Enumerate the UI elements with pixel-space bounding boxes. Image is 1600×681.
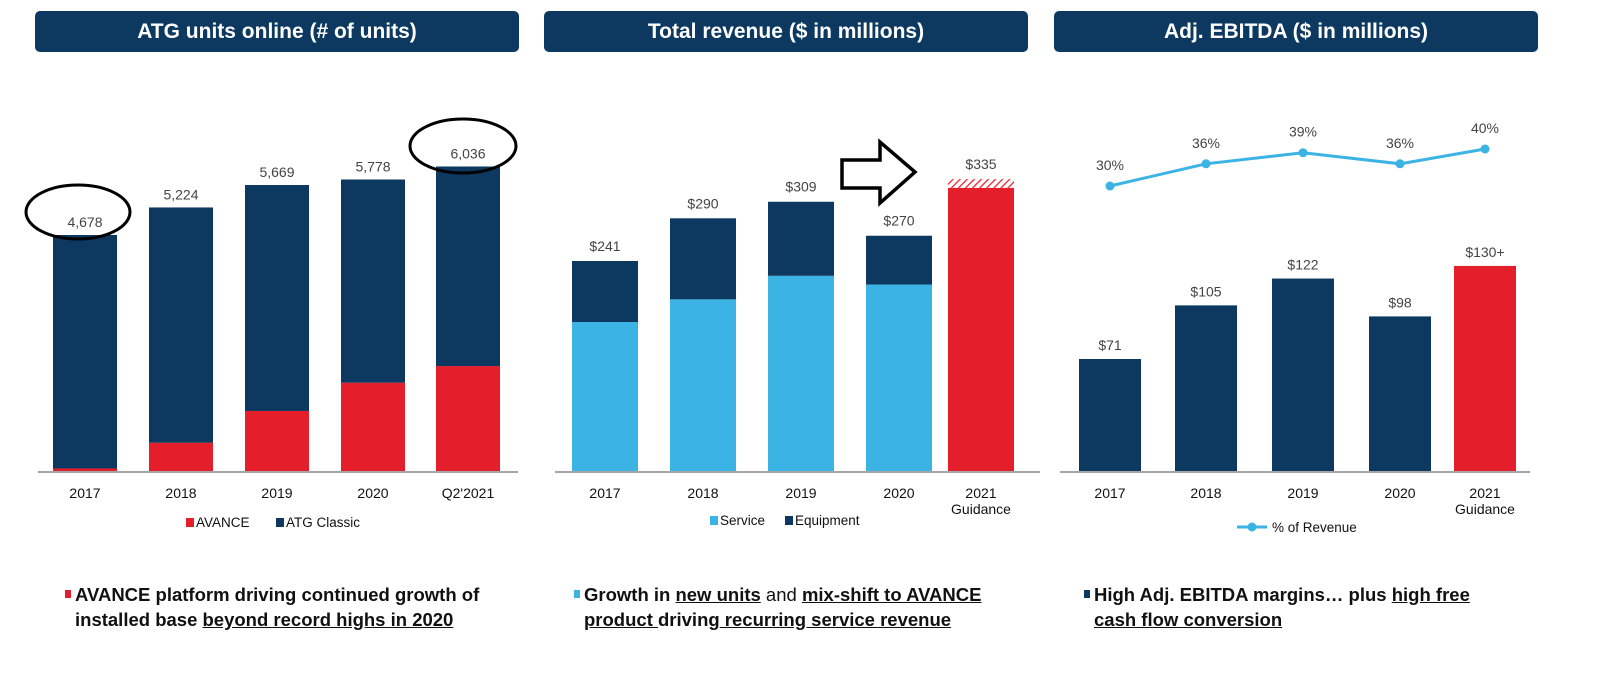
legend-swatch [276, 518, 284, 527]
x-tick-label: 2021 Guidance [951, 485, 1011, 517]
bullet-text-segment: Growth in [584, 584, 676, 605]
bullet-ebitda: High Adj. EBITDA margins… plus high free… [1054, 582, 1514, 632]
bar-equipment-2020 [866, 235, 932, 285]
legend-label: Equipment [795, 513, 860, 528]
bar-equipment-2019 [768, 201, 834, 276]
line-point [1480, 144, 1490, 154]
data-label: $241 [589, 238, 620, 254]
bar-atg-classic-Q2'2021 [436, 166, 500, 367]
bar-ebitda-2019 [1272, 278, 1334, 471]
x-tick-label: 2017 [1094, 485, 1125, 501]
data-label: $122 [1287, 257, 1318, 273]
bar-avance-2020 [341, 382, 405, 471]
bar-atg-classic-2020 [341, 179, 405, 383]
highlight-circle [24, 183, 132, 241]
legend-swatch [186, 518, 194, 527]
bar-service-2017 [572, 321, 638, 471]
bar-ebitda-2018 [1175, 305, 1237, 471]
data-label: $98 [1388, 294, 1412, 310]
bullet-text-segment: High Adj. EBITDA margins… plus [1094, 584, 1392, 605]
bar-avance-2018 [149, 442, 213, 471]
line-data-label: 39% [1289, 124, 1317, 140]
legend-label: ATG Classic [286, 515, 360, 530]
legend-marker [1247, 522, 1257, 532]
data-label: 6,036 [450, 145, 485, 161]
highlight-circle [408, 117, 518, 175]
bullet-avance: AVANCE platform driving continued growth… [35, 582, 535, 632]
bullet-text-segment: beyond record highs in 2020 [202, 609, 454, 630]
x-tick-label: 2019 [261, 485, 292, 501]
data-label: $71 [1098, 337, 1122, 353]
legend-label: Service [720, 513, 765, 528]
x-tick-label: 2017 [69, 485, 100, 501]
line-point [1298, 148, 1308, 158]
bullet-square-icon [1084, 590, 1090, 598]
arrow-icon [840, 138, 918, 207]
data-label: 5,224 [163, 186, 198, 202]
bullet-text-segment: driving [658, 609, 720, 630]
bullet-text-segment: AVANCE platform driving continued growth… [75, 584, 480, 630]
data-label: 5,669 [259, 164, 294, 180]
x-tick-label: 2020 [883, 485, 914, 501]
x-tick-label: 2019 [785, 485, 816, 501]
chart-title-total-revenue: Total revenue ($ in millions) [544, 11, 1028, 52]
x-tick-label: 2018 [165, 485, 196, 501]
bar-avance-2017 [53, 468, 117, 471]
bar-atg-classic-2019 [245, 185, 309, 411]
line-point [1201, 159, 1211, 169]
bar-service-2018 [670, 299, 736, 471]
bar-avance-2019 [245, 410, 309, 471]
legend-label: % of Revenue [1272, 520, 1357, 535]
bullet-text-segment: recurring service revenue [719, 609, 952, 630]
x-tick-label: 2018 [687, 485, 718, 501]
bar-atg-classic-2018 [149, 207, 213, 443]
bar-service-2020 [866, 284, 932, 471]
line-data-label: 30% [1096, 157, 1124, 173]
data-label: $105 [1190, 283, 1221, 299]
bullet-text-segment: and [760, 584, 802, 605]
bullet-text-segment: new units [675, 584, 761, 605]
line-pct-revenue [1109, 147, 1486, 188]
bar-avance-Q2'2021 [436, 366, 500, 471]
legend-swatch [785, 516, 793, 525]
data-label: $270 [883, 213, 914, 229]
bullet-text-segment: mix-shift to AVANCE product [584, 584, 982, 630]
x-tick-label: 2019 [1287, 485, 1318, 501]
bar-ebitda-2020 [1369, 316, 1431, 471]
line-data-label: 36% [1192, 135, 1220, 151]
x-tick-label: 2018 [1190, 485, 1221, 501]
legend-swatch [710, 516, 718, 525]
line-data-label: 36% [1386, 135, 1414, 151]
legend-label: AVANCE [196, 515, 250, 530]
data-label: $309 [785, 179, 816, 195]
bar-guidance [948, 187, 1014, 471]
line-point [1395, 159, 1405, 169]
x-tick-label: 2020 [1384, 485, 1415, 501]
line-point [1105, 181, 1115, 191]
x-tick-label: 2021 Guidance [1455, 485, 1515, 517]
line-data-label: 40% [1471, 120, 1499, 136]
data-label: $290 [687, 195, 718, 211]
data-label: $130+ [1465, 244, 1504, 260]
x-tick-label: 2020 [357, 485, 388, 501]
bar-ebitda-2021-Guidance [1454, 265, 1516, 471]
x-tick-label: Q2'2021 [442, 485, 495, 501]
data-label: $335 [965, 156, 996, 172]
x-tick-label: 2017 [589, 485, 620, 501]
bullet-square-icon [65, 590, 71, 598]
chart-title-atg-units: ATG units online (# of units) [35, 11, 519, 52]
chart-title-adj-ebitda: Adj. EBITDA ($ in millions) [1054, 11, 1538, 52]
bar-atg-classic-2017 [53, 235, 117, 469]
bar-equipment-2018 [670, 218, 736, 300]
data-label: 4,678 [67, 214, 102, 230]
bar-ebitda-2017 [1079, 359, 1141, 471]
bar-guidance-range [948, 179, 1014, 188]
bullet-text-segment: high free cash flow conversion [1094, 584, 1470, 630]
bar-equipment-2017 [572, 261, 638, 322]
bullet-revenue: Growth in new units and mix-shift to AVA… [544, 582, 984, 632]
data-label: 5,778 [355, 159, 390, 175]
bar-service-2019 [768, 275, 834, 471]
bullet-square-icon [574, 590, 580, 598]
